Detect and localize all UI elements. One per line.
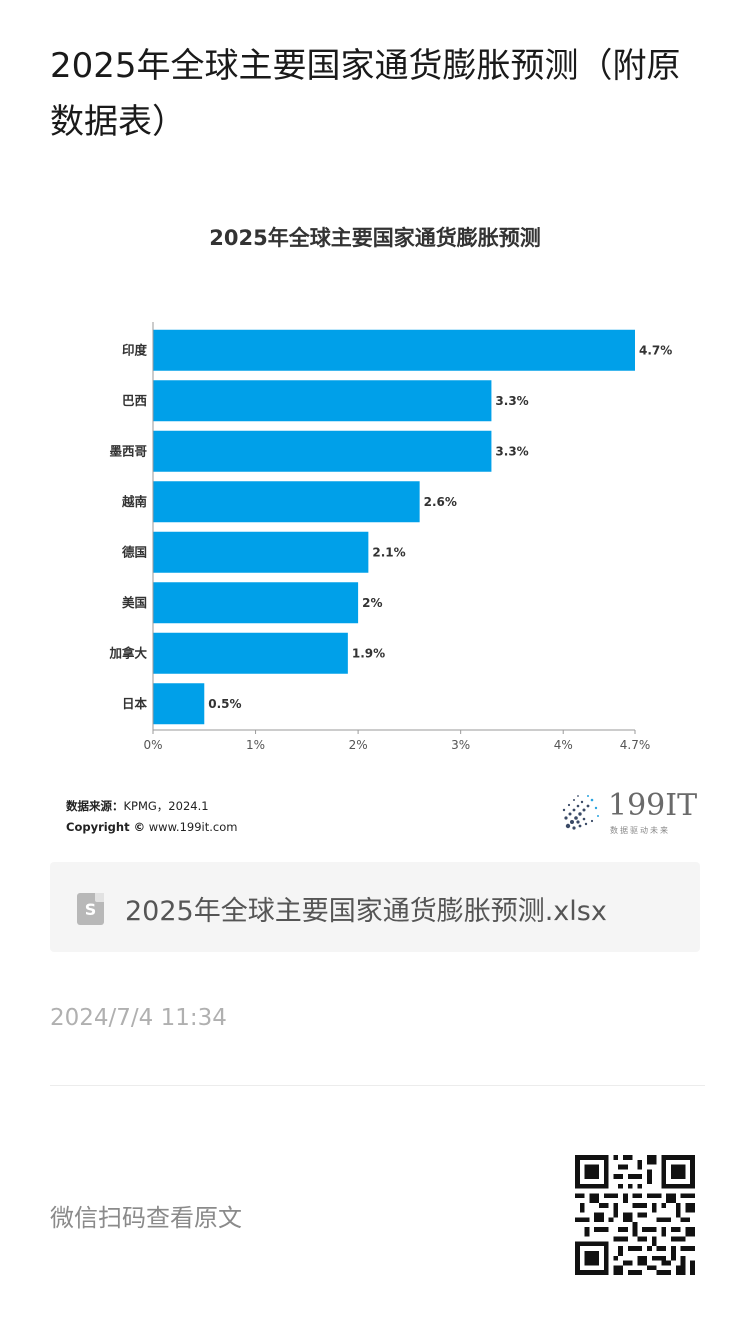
category-label: 印度 [122,342,148,357]
data-label: 3.3% [495,444,528,458]
source-label: 数据来源： [66,799,124,813]
x-tick-label: 2% [349,738,368,752]
199it-logo: 199IT 数据驱动未来 [558,788,697,836]
logo-text: 199IT [608,788,698,823]
category-label: 越南 [121,494,148,509]
qr-code-icon[interactable] [575,1155,695,1275]
category-label: 加拿大 [108,645,147,660]
data-label: 4.7% [639,343,672,357]
bar [153,430,492,472]
source-value: KPMG，2024.1 [123,799,209,813]
copyright-label: Copyright © [66,820,146,834]
bar-chart: 印度 4.7% 巴西 3.3% 墨西哥 3.3% 越南 2.6% 德国 2.1% 美国 2% 加拿大 1.… [108,322,672,752]
chart-source: 数据来源：KPMG，2024.1 Copyright © www.199it.c… [66,796,237,838]
data-label: 3.3% [495,394,528,408]
x-tick-label: 4.7% [620,738,651,752]
x-tick-label: 0% [143,738,162,752]
data-label: 0.5% [208,697,241,711]
category-label: 墨西哥 [109,443,147,458]
bar [153,531,369,573]
category-label: 德国 [122,544,147,559]
bar [153,380,492,422]
logo-tagline: 数据驱动未来 [610,826,670,835]
logo-dots-icon [562,795,599,830]
copyright-value: www.199it.com [148,820,238,834]
category-label: 巴西 [122,393,147,408]
bar [153,683,205,725]
chart-title: 2025年全球主要国家通货膨胀预测 [209,226,541,250]
article-title: 2025年全球主要国家通货膨胀预测（附原数据表） [50,46,681,142]
file-icon-letter: S [84,900,97,919]
chart-image: 2025年全球主要国家通货膨胀预测 印度 4.7% 巴西 3.3% 墨西哥 3.3% 越南 2… [50,200,700,850]
data-label: 2.6% [424,495,457,509]
spreadsheet-file-icon: S [77,893,104,925]
divider [50,1085,705,1086]
bar [153,632,348,674]
data-label: 1.9% [352,646,385,660]
category-label: 美国 [122,595,147,610]
x-tick-label: 3% [451,738,470,752]
data-label: 2.1% [372,545,405,559]
publish-timestamp: 2024/7/4 11:34 [50,1005,227,1031]
x-tick-label: 4% [554,738,573,752]
bar [153,481,420,523]
attachment-file-name[interactable]: 2025年全球主要国家通货膨胀预测.xlsx [125,896,607,927]
bar [153,582,359,624]
wechat-scan-text: 微信扫码查看原文 [50,1204,242,1232]
data-label: 2% [362,596,382,610]
category-label: 日本 [122,696,148,711]
attachment-file[interactable]: S 2025年全球主要国家通货膨胀预测.xlsx [50,862,700,952]
x-tick-label: 1% [246,738,265,752]
bar [153,329,635,371]
